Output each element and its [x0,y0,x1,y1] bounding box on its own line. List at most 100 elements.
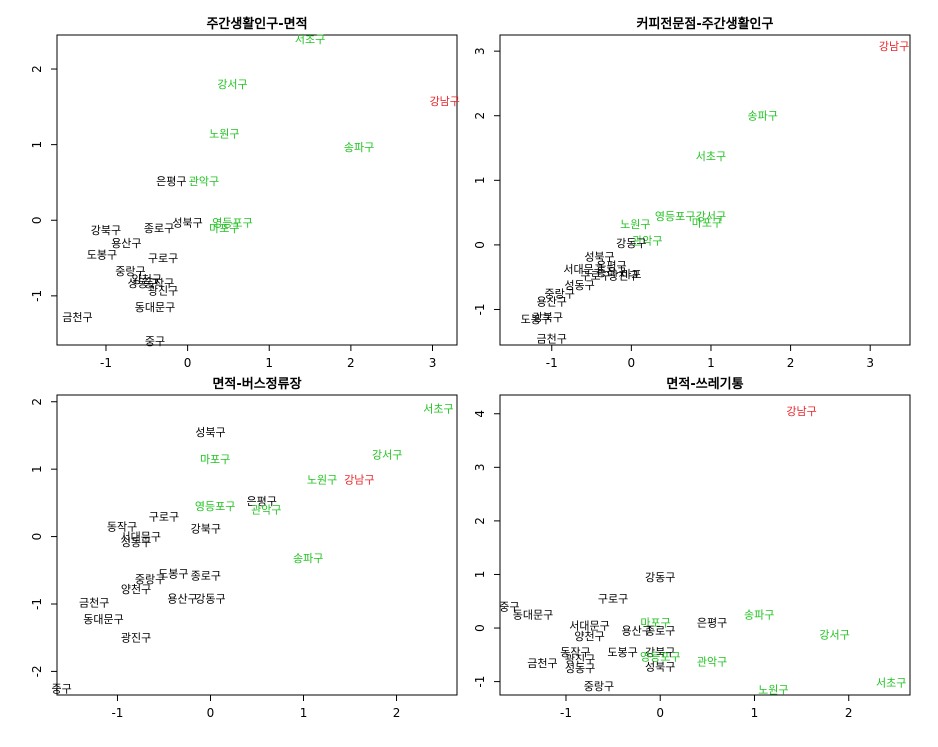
y-tick-label: 1 [30,465,44,473]
point-label: 마포구 [640,617,670,630]
point-label: 금천구 [62,310,92,324]
x-tick-label: 2 [393,706,401,720]
point-label: 강남구 [786,405,816,418]
x-tick-label: -1 [546,356,558,370]
point-label: 도봉구 [158,568,188,581]
point-label: 서초구 [423,402,453,415]
point-label: 성북구 [645,661,675,674]
y-tick-label: -2 [30,665,44,677]
point-label: 성동구 [128,277,158,290]
point-label: 송파구 [293,552,323,565]
chart-title: 면적-쓰레기통 [666,376,743,392]
point-label: 강남구 [430,95,460,108]
point-label: 구로구 [149,510,179,523]
point-label: 용산구 [621,625,651,638]
point-label: 광진구 [608,269,638,282]
y-tick-label: -1 [473,303,487,315]
point-label: 서대문구 [569,619,609,632]
x-tick-label: 2 [845,706,853,720]
point-label: 강동구 [616,237,646,250]
point-label: 노원구 [307,473,337,486]
point-label: 양천구 [574,629,604,643]
x-tick-label: 3 [866,356,874,370]
plot-frame [56,34,458,346]
chart-title: 면적-버스정류장 [212,376,301,392]
point-label: 영등포구 [195,500,235,513]
y-tick-label: 2 [473,517,487,525]
point-label: 마포구 [209,222,239,235]
x-tick-label: 0 [656,706,664,720]
point-label: 강서구 [372,448,402,461]
point-label: 중랑구 [135,573,165,586]
point-label: 영등포구 [640,650,680,663]
point-label: 성북구 [584,251,614,264]
point-label: 강서구 [819,628,849,641]
point-label: 중구 [145,335,165,348]
point-label: 성동구 [121,536,151,549]
point-label: 은평구 [246,495,276,508]
point-label: 관악구 [189,175,219,188]
x-tick-label: 0 [184,356,192,370]
point-label: 마포구 [200,453,230,466]
y-tick-label: 1 [30,141,44,149]
x-tick-label: -1 [100,356,112,370]
y-tick-label: -1 [30,290,44,302]
point-label: 송파구 [748,110,778,123]
x-tick-label: -1 [111,706,123,720]
y-tick-label: 0 [473,241,487,249]
point-label: 영등포구 [655,210,695,223]
point-label: 서초구 [696,150,726,163]
point-label: 영등포구 [212,217,252,230]
point-label: 서초구 [295,33,325,46]
point-label: 동대문구 [513,609,553,622]
x-tick-label: 1 [300,706,308,720]
point-label: 성북구 [172,217,202,230]
point-label: 강서구 [217,78,247,91]
x-tick-label: 1 [265,356,273,370]
point-label: 동작구 [560,646,590,659]
point-label: 도봉구 [87,248,117,261]
point-label: 도봉구 [521,313,551,326]
y-tick-label: 2 [30,398,44,406]
point-label: 용산구 [111,237,141,250]
x-tick-label: 2 [787,356,795,370]
point-label: 강북구 [91,224,121,237]
point-label: 강북구 [191,522,221,535]
point-label: 관악구 [697,655,727,668]
point-label: 동작구 [107,520,137,533]
point-label: 서대문구 [120,531,160,544]
point-label: 노원구 [209,127,239,140]
point-label: 은평구 [596,260,626,273]
point-label: 금천구 [79,596,109,610]
y-tick-label: 4 [473,410,487,418]
x-tick-label: 1 [707,356,715,370]
x-tick-label: 0 [207,706,215,720]
point-label: 은평구 [156,175,186,188]
point-label: 관악구 [632,234,662,247]
point-label: 마포 [621,268,641,281]
y-tick-label: 1 [473,176,487,184]
point-label: 종로구 [191,570,221,583]
point-label: 용산구 [537,296,567,309]
point-label: 금천구 [537,332,567,346]
chart-title: 커피전문점-주간생활인구 [637,16,774,32]
x-tick-label: 1 [751,706,759,720]
point-label: 관악구 [251,504,281,517]
point-label: 금천구 [527,656,557,670]
point-label: 노원구 [620,218,650,231]
point-label: 강남구 [879,40,909,53]
point-label: 송파구 [344,141,374,154]
point-label: 서초구 [876,677,906,690]
plot-frame [499,34,911,346]
y-tick-label: -1 [473,676,487,688]
point-label: 강북구 [533,311,563,324]
point-label: 강북구 [645,646,675,659]
plot-frame [499,394,911,696]
point-label: 성북구 [195,426,225,439]
point-label: 도봉구 [607,646,637,659]
point-label: 강동구 [195,593,225,606]
point-label: 중랑구 [115,265,145,278]
y-tick-label: 0 [30,216,44,224]
